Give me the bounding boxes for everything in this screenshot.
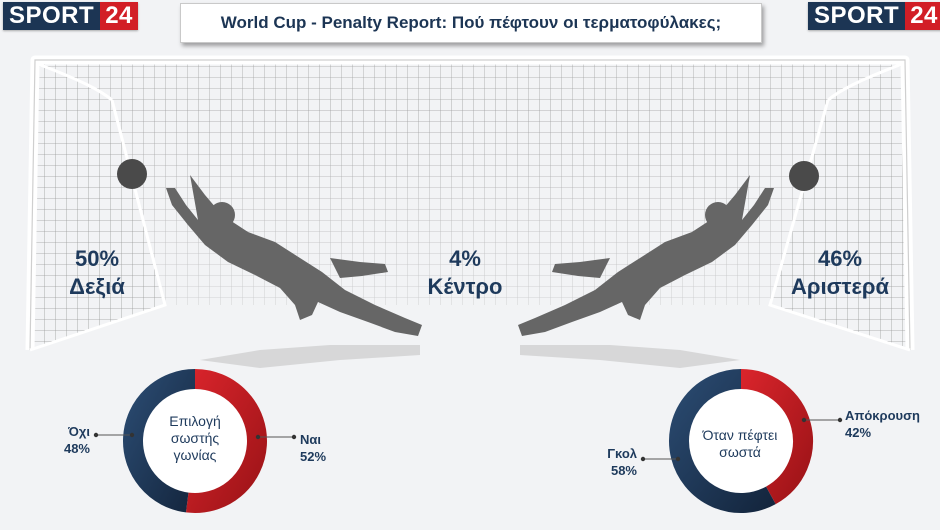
donut-save-center-label: Όταν πέφτει σωστά [680, 427, 800, 461]
callout-yes: Ναι 52% [300, 431, 350, 465]
category-label: Ναι [300, 432, 321, 447]
callout-dot [291, 434, 297, 440]
center-line: σωστά [719, 444, 761, 460]
donut-center-disc [689, 389, 793, 493]
page-title: World Cup - Penalty Report: Πού πέφτουν … [180, 3, 762, 43]
stat-center-value: 4% [449, 246, 481, 271]
callout-dot [837, 417, 843, 423]
center-line: γωνίας [173, 447, 217, 463]
logo-word: SPORT [808, 2, 906, 30]
donut-segment-yes [185, 369, 267, 513]
stat-right-label: Δεξιά [69, 274, 125, 299]
callout-save: Απόκρουση 42% [845, 407, 935, 441]
sport24-logo-left: SPORT 24 [3, 2, 138, 30]
ball-left [117, 159, 147, 189]
category-label: Γκολ [607, 446, 637, 461]
callout-dot [129, 432, 135, 438]
logo-word: SPORT [3, 2, 101, 30]
stat-left-label: Αριστερά [790, 274, 890, 299]
stat-left: 46% Αριστερά [775, 245, 905, 301]
center-line: Όταν πέφτει [702, 427, 778, 443]
stat-right-value: 50% [74, 246, 120, 271]
goal-net [25, 55, 915, 352]
donut-segment-save [740, 369, 813, 505]
donut-segment-no [123, 369, 196, 513]
callout-goal: Γκολ 58% [592, 445, 637, 479]
category-label: Απόκρουση [845, 408, 920, 423]
callout-dot [93, 432, 99, 438]
donut-center-disc [143, 389, 247, 493]
goalkeeper-right-silhouette [518, 175, 774, 336]
stat-center: 4% Κέντρο [410, 245, 520, 301]
stat-right: 50% Δεξιά [52, 245, 142, 301]
value-label: 48% [63, 441, 90, 456]
goalkeeper-right-shadow [520, 345, 740, 368]
goalkeeper-left-silhouette [166, 175, 422, 336]
stat-center-label: Κέντρο [427, 274, 503, 299]
value-label: 52% [300, 449, 327, 464]
logo-number: 24 [905, 2, 940, 30]
callout-lines [93, 417, 843, 462]
goalkeeper-left-shadow [200, 345, 420, 368]
logo-number: 24 [100, 2, 138, 30]
donut-chart-save [669, 369, 813, 513]
donut-segment-goal [669, 369, 776, 513]
callout-dot [675, 456, 681, 462]
center-line: σωστής [170, 430, 220, 446]
sport24-logo-right: SPORT 24 [808, 2, 940, 30]
category-label: Όχι [68, 424, 90, 439]
callout-dot [640, 456, 646, 462]
value-label: 42% [845, 425, 872, 440]
stat-left-value: 46% [817, 246, 863, 271]
center-line: Επιλογή [169, 413, 221, 429]
value-label: 58% [610, 463, 637, 478]
donut-chart-corner [123, 369, 267, 513]
donut-corner-center-label: Επιλογή σωστής γωνίας [145, 413, 245, 464]
ball-right [789, 161, 819, 191]
callout-dot [801, 417, 807, 423]
callout-dot [255, 434, 261, 440]
callout-no: Όχι 48% [50, 423, 90, 457]
